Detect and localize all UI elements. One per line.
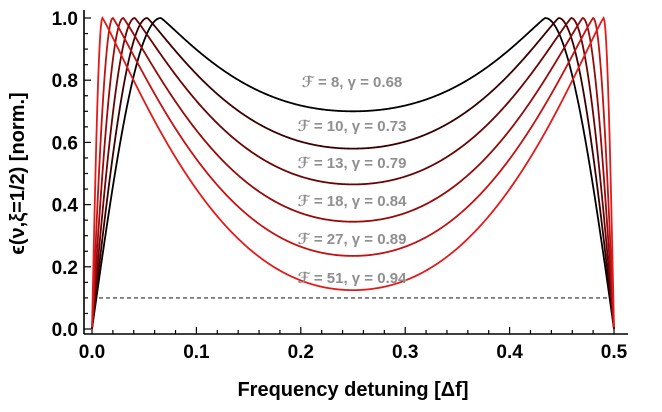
- y-tick-label: 0.0: [52, 320, 78, 341]
- series-line-6: [91, 15, 615, 330]
- y-tick-label: 0.6: [52, 133, 78, 154]
- y-tick-label: 1.0: [52, 9, 78, 30]
- plot-curves: [91, 15, 615, 330]
- plot-axes: 0.0 0.1 0.2 0.3 0.4 0.5 0.0 0.2 0.4 0.6 0.8 1.0: [52, 9, 628, 363]
- series-annotation-6: ℱ = 51, γ = 0.94: [298, 270, 408, 287]
- x-axis-title: Frequency detuning [Δf]: [237, 379, 468, 401]
- plot-annotations: ℱ = 8, γ = 0.68 ℱ = 10, γ = 0.73 ℱ = 13, γ…: [298, 74, 408, 287]
- series-annotation-4: ℱ = 18, γ = 0.84: [298, 193, 408, 210]
- x-tick-label: 0.1: [183, 342, 210, 363]
- series-annotation-1: ℱ = 8, γ = 0.68: [302, 74, 403, 91]
- x-tick-label: 0.3: [392, 342, 418, 363]
- series-annotation-3: ℱ = 13, γ = 0.79: [298, 155, 407, 172]
- x-tick-label: 0.2: [288, 342, 314, 363]
- y-tick-label: 0.2: [52, 258, 78, 279]
- series-line-5: [91, 16, 615, 330]
- y-tick-label: 0.8: [52, 71, 78, 92]
- x-tick-label: 0.5: [601, 342, 628, 363]
- series-line-4: [91, 16, 615, 330]
- series-line-3: [91, 17, 615, 330]
- y-axis-title: ϵ(ν,ξ=1/2) [norm.]: [7, 92, 29, 254]
- x-tick-label: 0.4: [496, 342, 523, 363]
- series-annotation-5: ℱ = 27, γ = 0.89: [298, 231, 407, 248]
- series-annotation-2: ℱ = 10, γ = 0.73: [298, 118, 407, 135]
- x-tick-label: 0.0: [79, 342, 105, 363]
- y-tick-label: 0.4: [52, 196, 79, 217]
- series-line-1: [91, 17, 615, 330]
- series-line-2: [91, 17, 615, 330]
